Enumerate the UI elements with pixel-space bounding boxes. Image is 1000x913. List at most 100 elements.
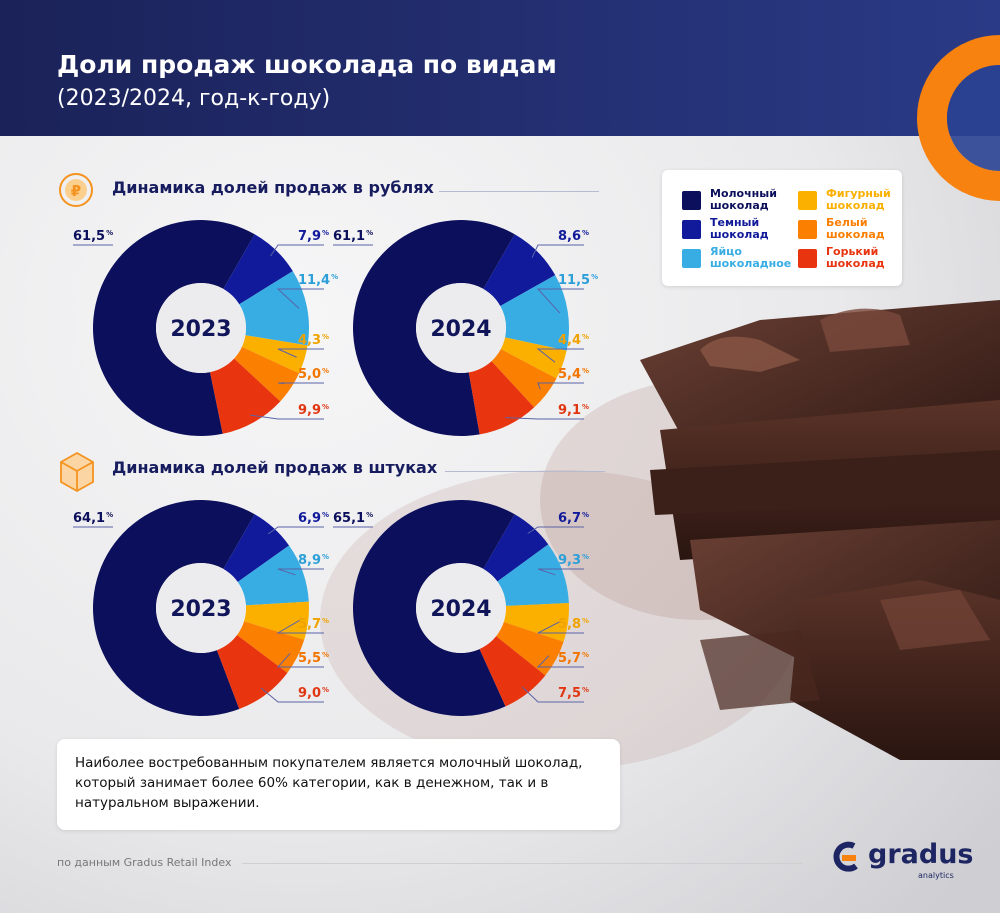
value-label: 61,5: [73, 229, 105, 244]
value-unit: %: [582, 403, 589, 411]
label-leader: [531, 244, 584, 258]
legend-item-egg: Яйцо шоколадное: [682, 245, 792, 270]
chocolate-photo: [640, 300, 1000, 760]
value-unit: %: [582, 229, 589, 237]
legend-swatch: [682, 190, 701, 210]
donut-slice-3-2: [497, 544, 569, 606]
legend-label: Темный шоколад: [710, 216, 769, 241]
value-label: 8,6: [558, 229, 581, 244]
value-unit: %: [322, 403, 329, 411]
label-leader: [270, 244, 324, 257]
legend-swatch: [798, 190, 817, 210]
page-title: Доли продаж шоколада по видам: [57, 50, 557, 79]
value-unit: %: [582, 333, 589, 341]
value-unit: %: [322, 511, 329, 519]
value-label: 9,9: [298, 403, 321, 418]
value-unit: %: [106, 229, 113, 237]
value-unit: %: [322, 617, 329, 625]
header-band: [0, 0, 1000, 136]
label-leader: [267, 526, 324, 535]
value-label: 4,3: [298, 333, 321, 348]
value-unit: %: [582, 511, 589, 519]
value-unit: %: [322, 553, 329, 561]
value-label: 9,1: [558, 403, 581, 418]
source-note: по данным Gradus Retail Index: [57, 856, 232, 869]
section-title-units: Динамика долей продаж в штуках: [112, 458, 438, 477]
value-unit: %: [106, 511, 113, 519]
legend-swatch: [682, 219, 701, 239]
value-unit: %: [582, 367, 589, 375]
brand-name: gradus: [868, 839, 974, 870]
legend-label: Яйцо шоколадное: [710, 245, 792, 270]
legend-label: Фигурный шоколад: [826, 187, 891, 212]
donut-slice-1-1: [483, 234, 556, 306]
value-unit: %: [582, 651, 589, 659]
label-leader: [276, 619, 324, 634]
box-icon: [60, 451, 94, 493]
footer-divider: [242, 863, 802, 864]
label-leader: [276, 653, 324, 668]
legend-item-white: Белый шоколад: [798, 217, 904, 241]
value-unit: %: [366, 511, 373, 519]
donut-hole: [156, 563, 246, 653]
donut-slice-0-5: [210, 358, 281, 434]
ring-inner-decoration: [947, 65, 1000, 171]
donut-hole: [416, 563, 506, 653]
value-unit: %: [582, 617, 589, 625]
svg-text:₽: ₽: [71, 182, 81, 200]
label-leader: [527, 526, 584, 534]
value-unit: %: [322, 651, 329, 659]
label-leader: [260, 687, 324, 703]
ruble-coin-icon: ₽: [59, 173, 93, 207]
value-label: 64,1: [73, 511, 105, 526]
label-leader: [277, 382, 324, 385]
legend-label: Горький шоколад: [826, 245, 885, 270]
donut-hole: [156, 283, 246, 373]
donut-slice-2-0: [92, 500, 255, 716]
summary-note: Наиболее востребованным покупателем явля…: [57, 739, 620, 830]
donut-slice-0-3: [241, 335, 308, 374]
value-unit: %: [322, 333, 329, 341]
donut-slice-0-1: [223, 234, 293, 305]
legend-item-bitter: Горький шоколад: [798, 246, 904, 270]
donut-slice-3-4: [496, 622, 564, 676]
value-unit: %: [591, 273, 598, 281]
legend-label: Белый шоколад: [826, 216, 885, 241]
value-label: 11,4: [298, 273, 330, 288]
value-label: 9,3: [558, 553, 581, 568]
value-label: 11,5: [558, 273, 590, 288]
legend-swatch: [682, 248, 701, 268]
legend-item-figured: Фигурный шоколад: [798, 188, 904, 212]
legend-label: Молочный шоколад: [710, 187, 777, 212]
value-label: 5,4: [558, 367, 581, 382]
label-leader: [537, 568, 584, 576]
legend: Молочный шоколад Темный шоколад Яйцо шок…: [662, 170, 902, 286]
legend-swatch: [798, 248, 817, 268]
value-label: 6,7: [558, 511, 581, 526]
gradus-logo-icon: [833, 841, 858, 872]
summary-text: Наиболее востребованным покупателем явля…: [75, 755, 583, 811]
value-label: 5,7: [298, 617, 321, 632]
label-leader: [536, 655, 584, 668]
legend-item-milk: Молочный шоколад: [682, 188, 788, 212]
donut-slice-1-3: [500, 337, 567, 379]
donut-slice-1-2: [500, 275, 569, 351]
donut-slice-0-2: [239, 271, 309, 346]
donut-slice-0-4: [234, 346, 300, 402]
orange-ring-decoration: [917, 35, 1000, 201]
value-label: 5,8: [558, 617, 581, 632]
label-leader: [505, 417, 584, 420]
donut-center-year: 2023: [170, 317, 231, 342]
donut-slice-2-5: [216, 635, 288, 710]
value-unit: %: [322, 229, 329, 237]
donut-slice-3-0: [353, 500, 515, 716]
value-unit: %: [582, 686, 589, 694]
label-leader: [537, 382, 584, 390]
donut-hole: [416, 283, 506, 373]
value-label: 8,9: [298, 553, 321, 568]
value-label: 65,1: [333, 511, 365, 526]
donut-slice-0-0: [93, 219, 255, 436]
donut-slice-1-4: [491, 349, 557, 408]
value-label: 7,9: [298, 229, 321, 244]
